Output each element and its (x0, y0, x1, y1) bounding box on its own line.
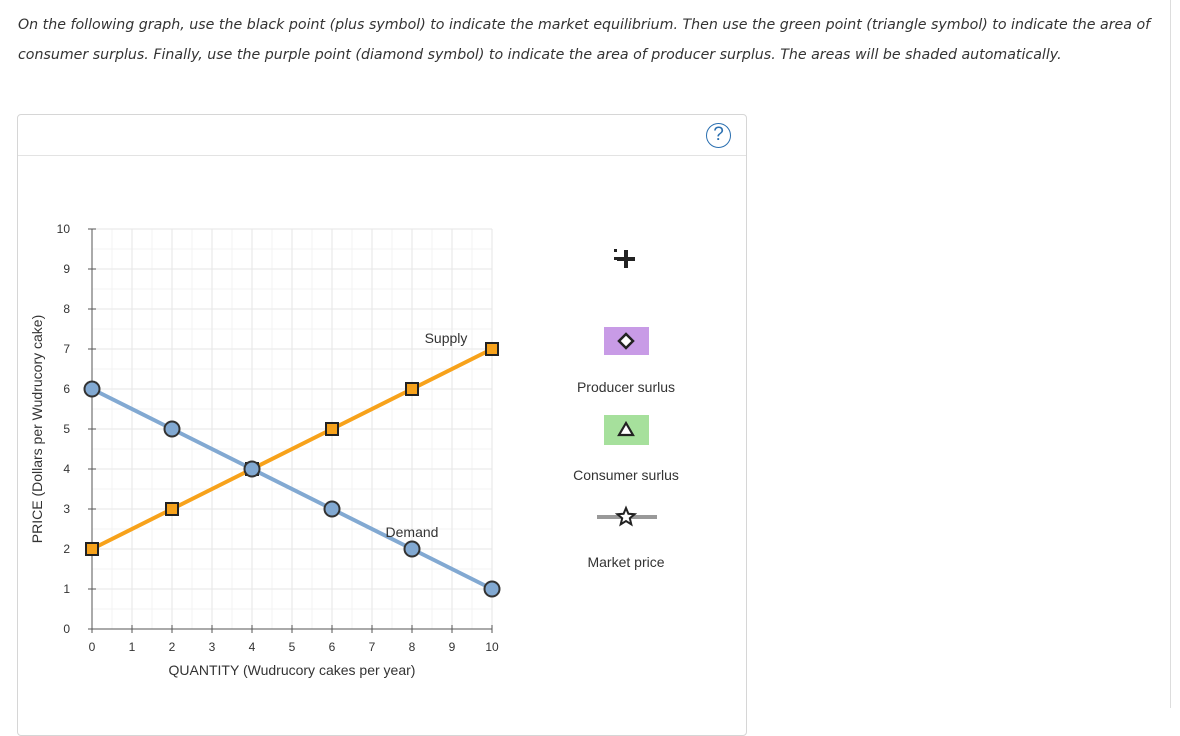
y-tick-label: 4 (63, 462, 70, 476)
y-tick-label: 2 (63, 542, 70, 556)
chart-canvas: 0 1 2 3 4 5 6 7 8 9 10 0 1 2 3 4 5 6 7 8 9 10 QUANTITY (Wudruc… (29, 222, 679, 678)
y-tick-label: 9 (63, 262, 70, 276)
market-price-tool[interactable]: Market price (587, 505, 665, 570)
market-price-label: Market price (587, 554, 664, 570)
demand-point[interactable] (163, 420, 181, 438)
consumer-surplus-tool[interactable]: Consumer surlus (573, 415, 679, 483)
equilibrium-plus-tool[interactable] (614, 249, 635, 268)
demand-label: Demand (386, 524, 439, 540)
plus-icon (617, 257, 635, 261)
supply-point[interactable] (165, 502, 179, 516)
diamond-icon (617, 332, 635, 350)
consumer-surplus-label: Consumer surlus (573, 467, 679, 483)
x-tick-label: 7 (369, 640, 376, 654)
tool-palette: Producer surlus Consumer surlus Market pri… (573, 249, 679, 570)
supply-point[interactable] (485, 342, 499, 356)
y-tick-label: 0 (63, 622, 70, 636)
demand-point[interactable] (483, 580, 501, 598)
x-tick-label: 4 (249, 640, 256, 654)
supply-point[interactable] (325, 422, 339, 436)
x-tick-label: 5 (289, 640, 296, 654)
demand-series (90, 387, 494, 591)
x-tick-label: 3 (209, 640, 216, 654)
supply-series (90, 347, 494, 551)
plus-icon-dot (614, 249, 617, 252)
y-tick-label: 8 (63, 302, 70, 316)
star-icon (614, 505, 638, 527)
x-tick-label: 6 (329, 640, 336, 654)
demand-point[interactable] (323, 500, 341, 518)
supply-curve-line (90, 347, 494, 551)
graph-panel-header: ? (18, 115, 746, 156)
y-tick-label: 5 (63, 422, 70, 436)
producer-surplus-label: Producer surlus (577, 379, 675, 395)
demand-point[interactable] (403, 540, 421, 558)
demand-point[interactable] (243, 460, 261, 478)
y-tick-label: 6 (63, 382, 70, 396)
chart-grid (92, 228, 493, 629)
y-axis-title: PRICE (Dollars per Wudrucory cake) (29, 315, 45, 543)
x-tick-label: 9 (449, 640, 456, 654)
demand-point[interactable] (83, 380, 101, 398)
supply-point[interactable] (405, 382, 419, 396)
instructions-text: On the following graph, use the black po… (18, 17, 1151, 63)
demand-curve-line (90, 387, 494, 591)
plus-icon-dot (614, 257, 617, 260)
supply-label: Supply (425, 330, 468, 346)
chart-series: Supply Demand (83, 330, 501, 598)
x-axis-title: QUANTITY (Wudrucory cakes per year) (169, 662, 416, 678)
chart-axes: 0 1 2 3 4 5 6 7 8 9 10 0 1 2 3 4 5 6 7 8 9 10 QUANTITY (Wudruc… (29, 222, 499, 678)
x-tick-label: 8 (409, 640, 416, 654)
triangle-icon (617, 420, 635, 437)
x-tick-label: 1 (129, 640, 136, 654)
page-right-border (1170, 0, 1171, 708)
x-tick-label: 10 (485, 640, 499, 654)
y-tick-label: 1 (63, 582, 70, 596)
y-tick-label: 10 (57, 222, 71, 236)
y-tick-label: 7 (63, 342, 70, 356)
help-button[interactable]: ? (706, 123, 731, 148)
x-tick-label: 0 (89, 640, 96, 654)
producer-surplus-tool[interactable]: Producer surlus (577, 327, 675, 395)
y-tick-label: 3 (63, 502, 70, 516)
supply-point[interactable] (85, 542, 99, 556)
x-tick-label: 2 (169, 640, 176, 654)
